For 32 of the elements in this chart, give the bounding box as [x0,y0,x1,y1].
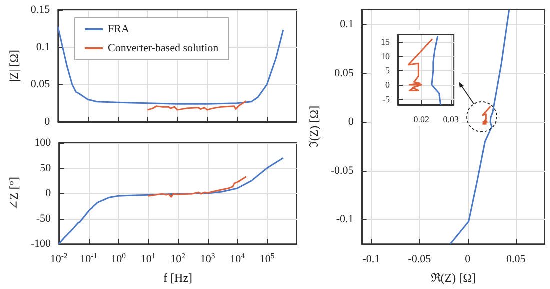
y-tick-label: 50 [40,162,52,174]
x-axis-title: ℜ(Z) [Ω] [430,271,476,285]
y-tick-label: 0.05 [30,78,51,91]
y-tick-label: 0 [386,80,390,90]
x-tick-label: 0.03 [443,114,460,124]
y-tick-label: -0.05 [330,164,354,177]
y-axis-title: ℑ(Z) [Ω] [307,106,321,148]
y-tick-label: -100 [30,238,52,250]
y-tick-label: 10 [381,51,390,62]
x-tick-label: -0.1 [362,254,380,266]
y-tick-label: 100 [34,137,52,149]
x-tick-label: 0 [465,254,472,266]
x-tick-label: 0.05 [506,254,526,266]
y-tick-label: -50 [36,212,52,225]
y-tick-label: 0.15 [30,4,51,16]
y-tick-label: -5 [382,94,390,104]
x-tick-label: 0.02 [414,114,430,124]
x-tick-label: -0.05 [408,254,432,266]
x-axis-title: f [Hz] [164,271,193,285]
y-tick-label: 0 [46,188,52,200]
legend-label: FRA [108,24,130,36]
y-tick-label: 15 [381,37,390,48]
y-axis-title: ∠Z [°] [7,176,21,210]
line-series [408,38,434,92]
y-tick-label: 0.1 [36,41,50,54]
y-tick-label: -0.1 [336,214,354,226]
legend-label: Converter-based solution [108,42,220,54]
y-tick-label: 0.1 [340,18,354,31]
line-series [431,36,442,106]
y-tick-label: 0.05 [334,67,354,80]
y-tick-label: 5 [386,66,390,76]
y-axis-title: |Z| [Ω] [7,50,21,82]
